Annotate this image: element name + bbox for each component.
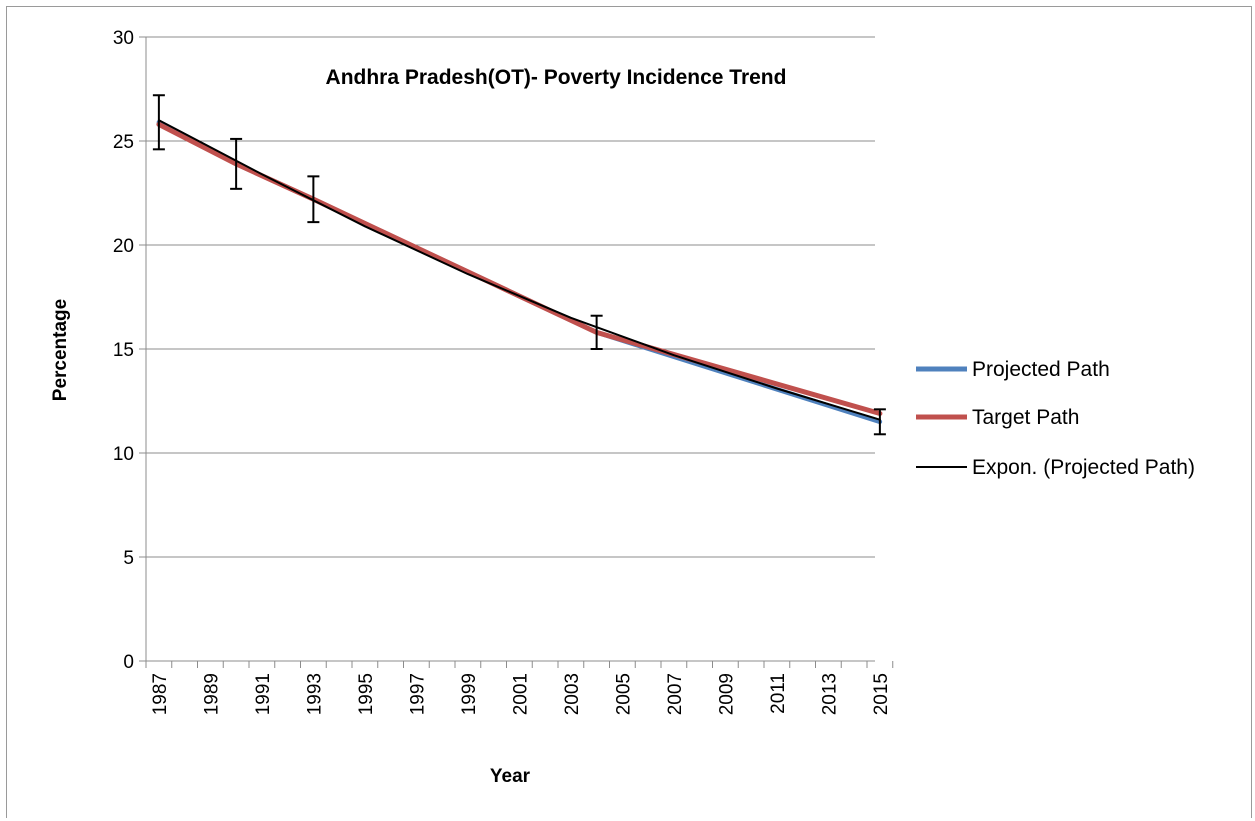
y-tick-label: 10 [113,444,134,465]
x-tick-label: 2009 [716,673,737,715]
x-tick-label: 1995 [356,673,377,715]
series-line [156,120,883,425]
legend: Projected Path Target Path Expon. (Project… [916,358,1195,479]
x-tick-label: 1989 [201,673,222,715]
y-tick-label: 30 [113,28,134,49]
x-tick-label: 2011 [768,673,789,714]
axes: 0 5 10 15 20 25 30 1987 1989 1991 1993 1995 1997 1999… [113,28,894,715]
x-tick-label: 2003 [562,673,583,715]
x-tick-label: 1993 [304,673,325,715]
legend-label: Projected Path [972,358,1110,381]
x-tick-label: 2013 [819,673,840,715]
chart-title: Andhra Pradesh(OT)- Poverty Incidence Tr… [326,66,787,89]
x-tick-label: 2015 [871,673,892,715]
y-tick-label: 5 [123,548,134,569]
y-axis-title: Percentage [50,299,71,401]
x-axis-title: Year [490,766,531,787]
legend-label: Expon. (Projected Path) [972,456,1195,479]
y-tick-label: 15 [113,340,134,361]
x-tick-label: 1987 [150,673,171,715]
y-tick-label: 25 [113,132,134,153]
x-tick-label: 2007 [665,673,686,715]
series-layer [152,94,886,436]
x-tick-label: 2005 [613,673,634,715]
legend-label: Target Path [972,406,1079,429]
x-tick-label: 1999 [459,673,480,715]
gridlines [146,36,875,558]
y-tick-label: 0 [123,652,134,673]
series-line [156,121,883,416]
x-tick-label: 1997 [407,673,428,715]
series-line [157,119,881,421]
y-tick-label: 20 [113,236,134,257]
x-tick-label: 1991 [253,673,274,715]
x-tick-label: 2001 [510,673,531,715]
